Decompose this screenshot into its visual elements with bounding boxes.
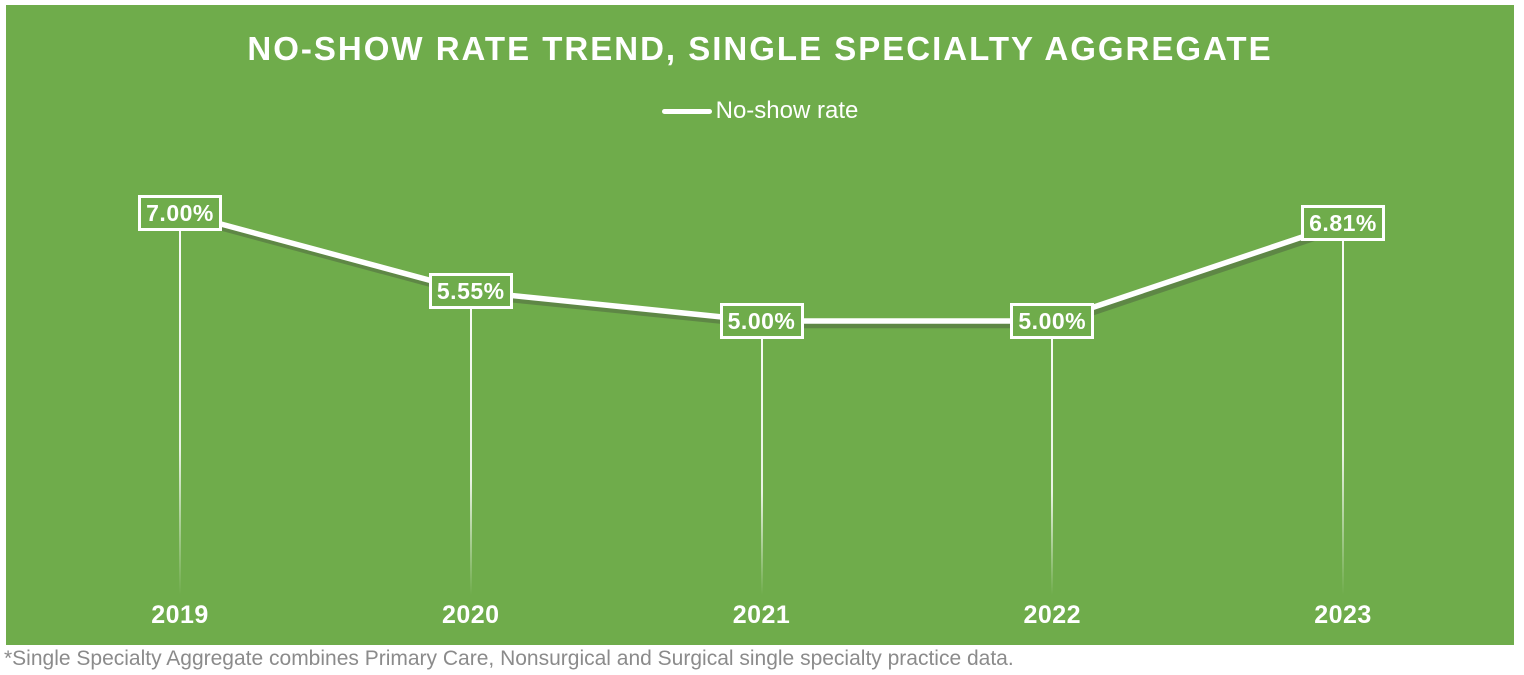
x-axis-label: 2019: [151, 601, 209, 629]
x-axis-label: 2022: [1023, 601, 1082, 629]
x-axis-label: 2023: [1314, 601, 1372, 629]
data-point-label-text: 6.81%: [1309, 209, 1377, 236]
data-point-label: 5.55%: [428, 273, 513, 310]
legend-line-swatch-icon: [661, 108, 712, 114]
drop-line: [469, 309, 472, 595]
data-point-label-text: 7.00%: [146, 199, 214, 226]
data-point-label-text: 5.55%: [436, 277, 505, 304]
drop-line: [1342, 241, 1344, 595]
data-point-label: 7.00%: [138, 195, 222, 231]
chart-panel: NO-SHOW RATE TREND, SINGLE SPECIALTY AGG…: [6, 5, 1514, 645]
data-point-label: 5.00%: [1010, 303, 1095, 339]
legend-label: No-show rate: [715, 97, 859, 124]
drop-line: [179, 231, 181, 595]
x-axis-label: 2020: [441, 601, 500, 629]
chart-overlay: 7.00% 2019 5.55% 2020 5.00% 2021 5.00% 2022 6.81…: [6, 5, 1514, 645]
chart-title: NO-SHOW RATE TREND, SINGLE SPECIALTY AGG…: [247, 30, 1273, 67]
legend: No-show rate: [6, 97, 1514, 125]
data-point-label: 5.00%: [719, 303, 804, 339]
data-point-label-text: 5.00%: [1018, 307, 1087, 334]
x-axis-label: 2021: [732, 601, 791, 629]
data-point-label: 6.81%: [1301, 205, 1385, 242]
data-point-label-text: 5.00%: [727, 307, 796, 334]
footnote: *Single Specialty Aggregate combines Pri…: [4, 647, 1014, 670]
drop-line: [760, 339, 763, 595]
drop-line: [1051, 339, 1054, 595]
